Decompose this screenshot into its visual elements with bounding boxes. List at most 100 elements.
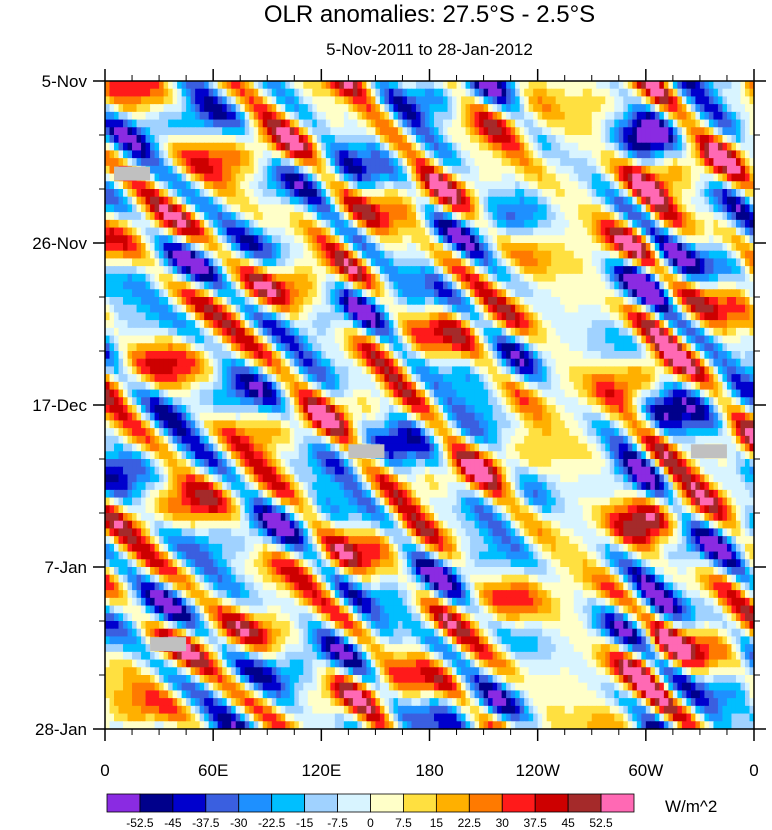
heatmap-cell xyxy=(596,243,602,252)
heatmap-cell xyxy=(379,219,386,229)
heatmap-cell xyxy=(668,219,674,229)
heatmap-cell xyxy=(645,165,651,175)
heatmap-cell xyxy=(632,320,638,329)
heatmap-cell xyxy=(632,181,638,190)
heatmap-cell xyxy=(699,81,706,90)
heatmap-cell xyxy=(258,273,264,283)
heatmap-cell xyxy=(253,96,259,105)
heatmap-cell xyxy=(114,142,120,152)
heatmap-cell xyxy=(132,135,138,144)
heatmap-cell xyxy=(235,258,241,267)
heatmap-cell xyxy=(118,243,124,252)
heatmap-cell xyxy=(361,219,368,229)
heatmap-cell xyxy=(244,243,250,252)
heatmap-cell xyxy=(406,235,413,244)
heatmap-cell xyxy=(397,189,404,198)
heatmap-cell xyxy=(114,158,120,167)
heatmap-cell xyxy=(681,327,687,337)
heatmap-cell xyxy=(587,212,593,221)
heatmap-cell xyxy=(627,81,633,90)
heatmap-cell xyxy=(379,312,386,321)
heatmap-cell xyxy=(325,266,331,275)
heatmap-cell xyxy=(357,273,363,283)
heatmap-cell xyxy=(141,343,147,352)
heatmap-cell xyxy=(465,243,471,252)
heatmap-cell xyxy=(510,173,516,182)
heatmap-cell xyxy=(334,96,340,105)
heatmap-cell xyxy=(163,142,169,152)
heatmap-cell xyxy=(343,189,349,198)
heatmap-cell xyxy=(199,327,205,337)
heatmap-cell xyxy=(105,119,111,128)
heatmap-cell xyxy=(659,88,665,98)
heatmap-cell xyxy=(406,250,413,260)
heatmap-cell xyxy=(262,127,268,136)
heatmap-cell xyxy=(452,127,458,136)
heatmap-cell xyxy=(321,327,327,337)
heatmap-cell xyxy=(452,258,458,267)
heatmap-cell xyxy=(749,96,755,105)
heatmap-cell xyxy=(339,165,345,175)
heatmap-cell xyxy=(240,158,246,167)
heatmap-cell xyxy=(159,250,165,260)
heatmap-cell xyxy=(645,235,651,244)
heatmap-cell xyxy=(208,196,214,206)
heatmap-cell xyxy=(258,142,264,152)
heatmap-cell xyxy=(271,243,277,252)
heatmap-cell xyxy=(177,312,183,321)
heatmap-cell xyxy=(370,189,377,198)
heatmap-cell xyxy=(420,335,426,344)
heatmap-cell xyxy=(330,142,336,152)
heatmap-cell xyxy=(704,320,710,329)
heatmap-cell xyxy=(330,165,336,175)
heatmap-cell xyxy=(253,289,259,298)
heatmap-cell xyxy=(402,273,408,283)
heatmap-cell xyxy=(384,173,390,182)
heatmap-cell xyxy=(361,158,368,167)
heatmap-cell xyxy=(388,243,395,252)
heatmap-cell xyxy=(564,304,570,314)
heatmap-cell xyxy=(262,304,268,314)
heatmap-cell xyxy=(352,196,358,206)
heatmap-cell xyxy=(411,297,417,306)
plot-area xyxy=(105,81,755,730)
heatmap-cell xyxy=(438,111,444,121)
heatmap-cell xyxy=(600,227,606,236)
heatmap-cell xyxy=(479,196,485,206)
heatmap-cell xyxy=(222,142,228,152)
heatmap-cell xyxy=(316,320,322,329)
heatmap-cell xyxy=(659,312,665,321)
heatmap-cell xyxy=(348,142,354,152)
heatmap-cell xyxy=(726,204,733,213)
heatmap-cell xyxy=(686,266,692,275)
heatmap-cell xyxy=(105,243,111,252)
heatmap-cell xyxy=(339,158,345,167)
heatmap-cell xyxy=(159,266,165,275)
heatmap-cell xyxy=(609,204,615,213)
heatmap-cell xyxy=(524,343,530,352)
heatmap-cell xyxy=(731,297,737,306)
heatmap-cell xyxy=(443,297,449,306)
heatmap-cell xyxy=(280,88,286,98)
heatmap-cell xyxy=(357,127,363,136)
heatmap-cell xyxy=(303,119,309,128)
heatmap-cell xyxy=(289,320,295,329)
heatmap-cell xyxy=(452,204,458,213)
heatmap-cell xyxy=(641,81,647,90)
heatmap-cell xyxy=(722,111,728,121)
heatmap-cell xyxy=(312,127,318,136)
heatmap-cell xyxy=(641,250,647,260)
heatmap-cell xyxy=(713,127,719,136)
heatmap-cell xyxy=(208,212,214,221)
heatmap-cell xyxy=(181,227,187,236)
heatmap-cell xyxy=(375,181,381,190)
heatmap-cell xyxy=(654,219,660,229)
heatmap-cell xyxy=(204,88,210,98)
heatmap-cell xyxy=(627,312,633,321)
heatmap-cell xyxy=(235,320,241,329)
heatmap-cell xyxy=(321,219,327,229)
heatmap-cell xyxy=(438,335,444,344)
heatmap-cell xyxy=(186,273,192,283)
heatmap-cell xyxy=(483,335,489,344)
heatmap-cell xyxy=(537,158,543,167)
